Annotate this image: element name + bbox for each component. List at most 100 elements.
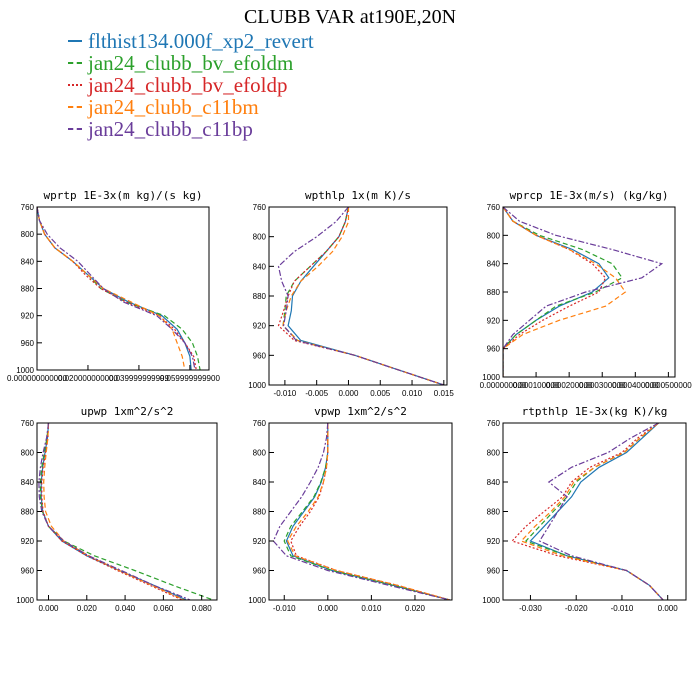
y-tick-label: 800	[21, 230, 35, 239]
x-tick-label: -0.020	[565, 604, 588, 613]
series-line	[529, 423, 664, 600]
y-tick-label: 800	[487, 231, 501, 240]
x-tick-label: 0.060	[153, 604, 174, 613]
panel-title: rtpthlp 1E-3x(kg K)/kg	[521, 405, 668, 418]
x-tick-label: 0.000000000	[480, 381, 527, 390]
panel-rtpthlp: rtpthlp 1E-3x(kg K)/kg 760 800 840 880 920 96…	[482, 405, 687, 613]
legend-swatch	[68, 106, 82, 108]
plot-rtpthlp: 760 800 840 880 920 960 1000 -0.030 -0.020 -0.010…	[482, 419, 687, 613]
y-tick-label: 960	[253, 351, 267, 360]
plot-vpwp: 760 800 840 880 920 960 1000 -0.010 0.000 0.010 0.…	[248, 419, 453, 613]
panel-title: upwp 1xm^2/s^2	[80, 405, 174, 418]
y-tick-label: 800	[21, 449, 35, 458]
x-tick-label: 0.039999999999	[109, 374, 170, 383]
x-tick-label: 0.000100000	[513, 381, 560, 390]
y-tick-label: 920	[21, 537, 35, 546]
y-tick-label: 920	[253, 322, 267, 331]
legend-swatch	[68, 40, 82, 42]
series-line	[41, 423, 183, 600]
legend-swatch	[68, 62, 82, 64]
x-tick-label: 0.020	[405, 604, 426, 613]
y-tick-label: 840	[253, 262, 267, 271]
y-tick-label: 880	[487, 508, 501, 517]
series-line	[511, 423, 664, 600]
panel-title: wprcp 1E-3x(m/s) (kg/kg)	[509, 189, 669, 202]
x-tick-label: 0.000400000	[612, 381, 659, 390]
series-line	[37, 207, 186, 370]
panel-vpwp: vpwp 1xm^2/s^2 760 800 840 880 920 960 1000 -0.…	[248, 405, 453, 613]
x-tick-label: -0.030	[519, 604, 542, 613]
series-line	[277, 207, 444, 385]
y-tick-label: 760	[21, 203, 35, 212]
series-line	[287, 207, 444, 385]
plot-wprtp: 760 800 840 880 920 960 10000.0000000000000.02…	[7, 203, 221, 383]
series-line	[285, 423, 450, 600]
y-tick-label: 800	[253, 449, 267, 458]
y-tick-label: 1000	[482, 596, 500, 605]
series-line	[524, 423, 664, 600]
x-tick-label: 0.005	[370, 389, 391, 398]
y-tick-label: 920	[21, 312, 35, 321]
series-line	[503, 207, 607, 377]
x-tick-label: -0.010	[274, 389, 297, 398]
x-tick-label: 0.040	[115, 604, 136, 613]
y-tick-label: 920	[487, 537, 501, 546]
y-tick-label: 920	[253, 537, 267, 546]
y-tick-label: 1000	[16, 366, 34, 375]
y-tick-label: 1000	[482, 373, 500, 382]
y-tick-label: 960	[21, 339, 35, 348]
y-tick-label: 840	[21, 478, 35, 487]
y-tick-label: 760	[487, 203, 501, 212]
series-line	[38, 423, 191, 600]
series-line	[37, 207, 201, 370]
x-tick-label: 0.010	[402, 389, 423, 398]
y-tick-label: 960	[253, 567, 267, 576]
series-line	[37, 207, 197, 370]
x-tick-label: 0.000	[338, 389, 359, 398]
panel-wprtp: wprtp 1E-3x(m kg)/(s kg) 760 800 840 880 920…	[7, 189, 221, 383]
series-line	[503, 207, 664, 377]
legend-label: jan24_clubb_c11bm	[88, 95, 259, 119]
plot-wpthlp: 760 800 840 880 920 960 1000 -0.010 -0.005 0.000 0…	[248, 203, 454, 398]
series-line	[40, 423, 187, 600]
panel-title: wprtp 1E-3x(m kg)/(s kg)	[43, 189, 203, 202]
y-tick-label: 880	[253, 508, 267, 517]
legend-swatch	[68, 128, 82, 130]
y-tick-label: 800	[253, 233, 267, 242]
x-tick-label: -0.010	[611, 604, 634, 613]
y-tick-label: 760	[253, 419, 267, 428]
x-tick-label: 0.015	[434, 389, 455, 398]
plot-upwp: 760 800 840 880 920 960 1000 0.000 0.020 0.040 0.0…	[16, 419, 218, 613]
plot-frame	[268, 422, 453, 601]
legend-label: jan24_clubb_bv_efoldp	[88, 73, 288, 97]
legend-swatch	[68, 84, 82, 86]
x-tick-label: 0.000	[38, 604, 59, 613]
x-tick-label: 0.000200000	[546, 381, 593, 390]
y-tick-label: 760	[487, 419, 501, 428]
x-tick-label: 0.010	[361, 604, 382, 613]
series-line	[37, 207, 196, 370]
series-line	[37, 207, 192, 370]
y-tick-label: 880	[487, 288, 501, 297]
y-tick-label: 960	[487, 345, 501, 354]
y-tick-label: 840	[487, 478, 501, 487]
legend-label: jan24_clubb_c11bp	[88, 117, 253, 141]
y-tick-label: 1000	[248, 381, 266, 390]
y-tick-label: 1000	[248, 596, 266, 605]
x-tick-label: 0.000000000000	[7, 374, 68, 383]
series-line	[503, 207, 610, 377]
y-tick-label: 760	[21, 419, 35, 428]
y-tick-label: 880	[21, 508, 35, 517]
x-tick-label: 0.059999999900	[160, 374, 221, 383]
panel-wpthlp: wpthlp 1x(m K)/s 760 800 840 880 920 960 1000-…	[248, 189, 454, 398]
series-line	[272, 423, 450, 600]
x-tick-label: 0.020000000000	[58, 374, 119, 383]
panel-title: wpthlp 1x(m K)/s	[305, 189, 411, 202]
plot-frame	[502, 206, 676, 378]
legend-label: flthist134.000f_xp2_revert	[88, 29, 314, 53]
x-tick-label: -0.005	[305, 389, 328, 398]
series-line	[503, 207, 627, 377]
series-line	[283, 423, 450, 600]
series-line	[520, 423, 664, 600]
y-tick-label: 840	[21, 257, 35, 266]
